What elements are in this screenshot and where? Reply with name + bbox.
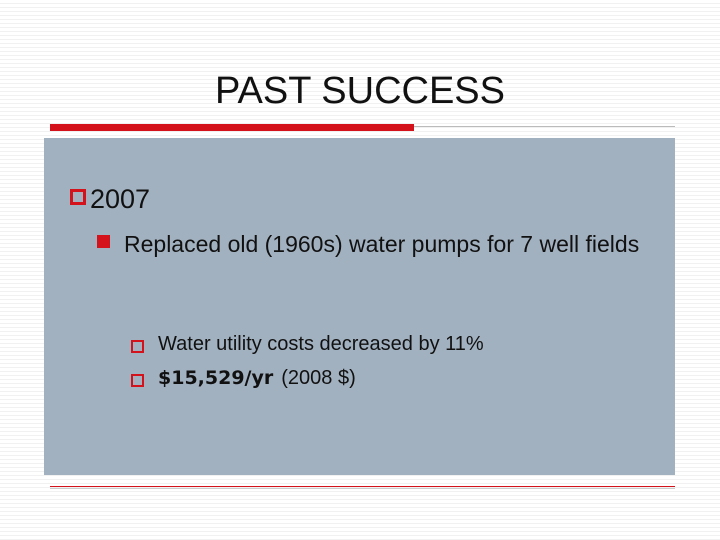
bullet-icon bbox=[70, 189, 86, 205]
title-rule bbox=[50, 124, 414, 131]
bullet-icon bbox=[131, 340, 144, 353]
footer-rule-thin bbox=[50, 488, 675, 489]
bullet-line: $15,529/yr (2008 $) bbox=[158, 367, 356, 390]
content-panel bbox=[44, 138, 675, 475]
bullet-icon bbox=[131, 374, 144, 387]
bullet-bold-text: $15,529/yr bbox=[158, 367, 274, 389]
bullet-text: 2007 bbox=[90, 184, 151, 214]
bullet-text: (2008 $) bbox=[281, 367, 356, 389]
footer-rule bbox=[50, 486, 675, 487]
bullet-icon bbox=[97, 235, 110, 248]
bullet-text: Water utility costs decreased by 11% bbox=[158, 333, 484, 355]
slide-title: PAST SUCCESS bbox=[214, 70, 505, 112]
title-rule-thin bbox=[414, 126, 675, 127]
bullet-text: Replaced old (1960s) water pumps for 7 w… bbox=[124, 231, 640, 257]
